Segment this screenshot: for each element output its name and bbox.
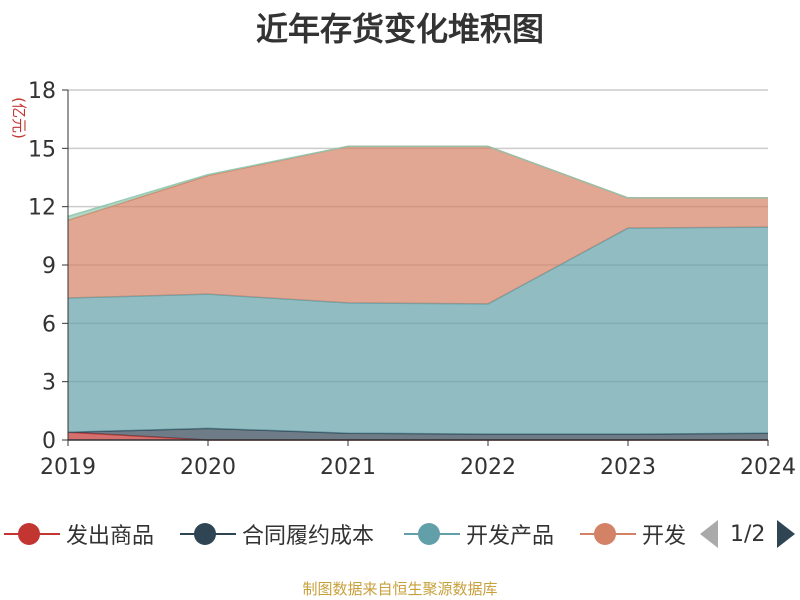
legend-label: 开发产品 <box>466 524 555 549</box>
area-series-2 <box>68 227 768 435</box>
stacked-areas <box>67 145 769 441</box>
legend-items: 发出商品 合同履约成本 开发产品 开发 <box>0 518 688 550</box>
x-tick-label: 2024 <box>740 455 796 480</box>
legend-item[interactable]: 开发产品 <box>404 518 554 550</box>
y-tick-label: 12 <box>28 196 56 221</box>
y-tick-label: 9 <box>42 254 56 279</box>
legend-swatch-icon <box>180 518 236 550</box>
area-series-line-2 <box>67 226 769 305</box>
y-tick-label: 18 <box>28 79 56 104</box>
x-tick-label: 2019 <box>40 455 96 480</box>
x-tick-label: 2021 <box>320 455 376 480</box>
legend-item[interactable]: 合同履约成本 <box>180 518 374 550</box>
y-tick-label: 0 <box>42 429 56 454</box>
area-series-0 <box>68 432 768 440</box>
x-tick-label: 2023 <box>600 455 656 480</box>
x-tick-label: 2020 <box>180 455 236 480</box>
legend-label: 开发 <box>642 524 687 549</box>
x-tick-label: 2022 <box>460 455 516 480</box>
axes: 0 3 6 9 12 15 18 2019 2020 2021 2022 2023 2024 <box>28 79 796 480</box>
legend-label: 发出商品 <box>66 524 155 549</box>
y-axis-label: (亿元) <box>10 97 28 139</box>
data-source-note: 制图数据来自恒生聚源数据库 <box>302 580 498 598</box>
legend-item[interactable]: 开发 <box>580 518 686 550</box>
area-series-line-4 <box>67 145 768 218</box>
legend-swatch-icon <box>4 518 60 550</box>
y-tick-label: 6 <box>42 312 56 337</box>
legend-swatch-icon <box>404 518 460 550</box>
legend-page-indicator: 1/2 <box>730 521 766 547</box>
legend-next-icon[interactable] <box>777 520 796 548</box>
chart-title: 近年存货变化堆积图 <box>255 10 544 48</box>
y-tick-label: 3 <box>42 371 56 396</box>
legend-prev-icon[interactable] <box>700 520 718 548</box>
y-tick-label: 15 <box>28 137 56 162</box>
legend-pager: 1/2 <box>700 518 796 550</box>
legend-label: 合同履约成本 <box>242 524 375 549</box>
legend-swatch-icon <box>580 518 636 550</box>
legend-item[interactable]: 发出商品 <box>4 518 154 550</box>
legend: 发出商品 合同履约成本 开发产品 开发 1/2 <box>0 518 800 550</box>
